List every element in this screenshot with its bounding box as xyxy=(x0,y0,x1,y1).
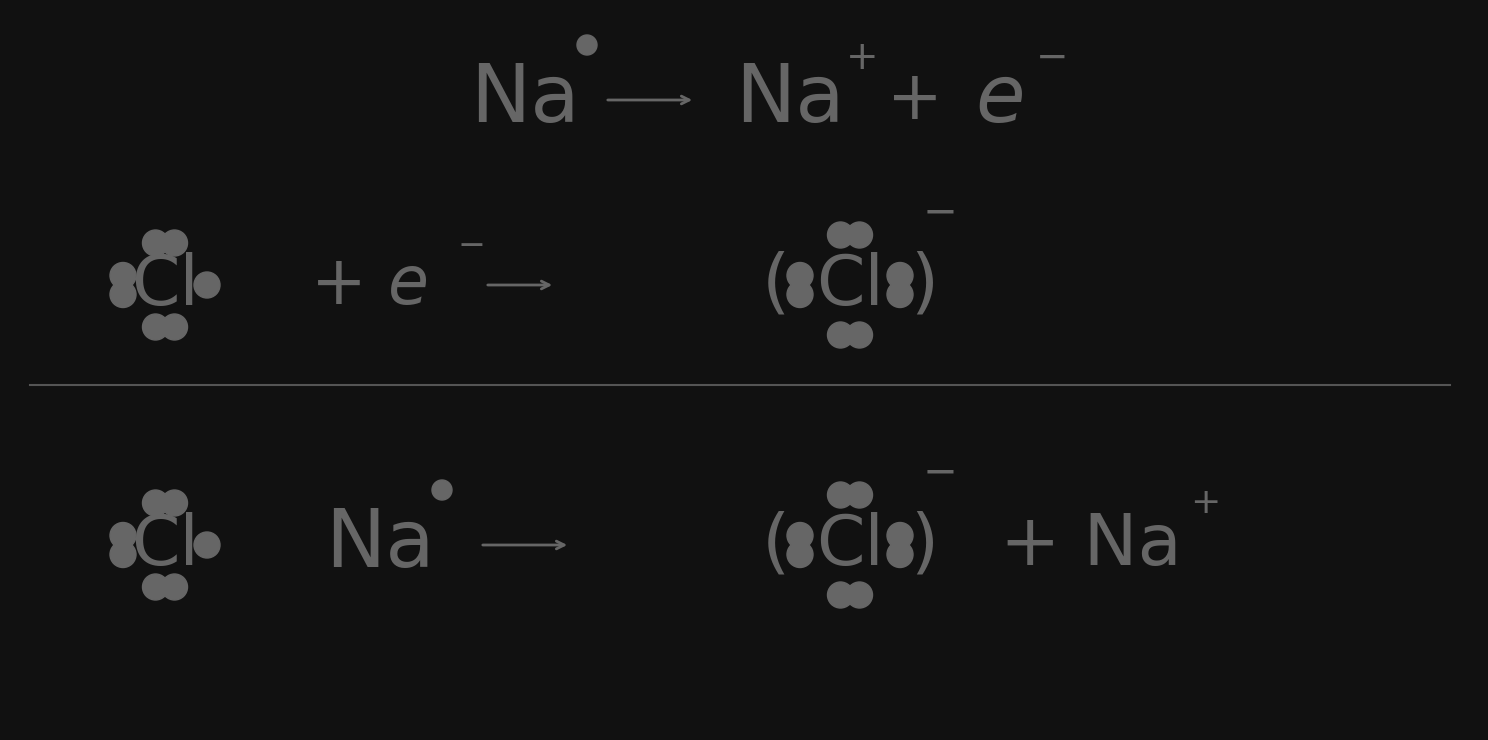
Text: Na: Na xyxy=(735,61,845,139)
Text: ): ) xyxy=(911,511,937,579)
Circle shape xyxy=(193,272,220,298)
Circle shape xyxy=(162,574,187,600)
Circle shape xyxy=(143,314,168,340)
Text: Na: Na xyxy=(470,61,580,139)
Text: (: ( xyxy=(762,511,790,579)
Circle shape xyxy=(827,582,854,608)
Circle shape xyxy=(432,480,452,500)
Text: Na: Na xyxy=(326,506,434,584)
Text: −: − xyxy=(1036,39,1068,77)
Circle shape xyxy=(787,522,812,548)
Circle shape xyxy=(162,314,187,340)
Circle shape xyxy=(110,263,135,289)
Circle shape xyxy=(887,281,914,308)
Text: Cl: Cl xyxy=(815,511,884,579)
Text: −: − xyxy=(923,452,957,494)
Circle shape xyxy=(110,522,135,548)
Circle shape xyxy=(847,482,872,508)
Text: ): ) xyxy=(911,251,937,320)
Text: +: + xyxy=(845,39,878,77)
Text: +: + xyxy=(1190,486,1220,520)
Circle shape xyxy=(110,281,135,308)
Circle shape xyxy=(143,574,168,600)
Text: + e: + e xyxy=(311,252,429,318)
Circle shape xyxy=(827,222,854,248)
Text: Cl: Cl xyxy=(131,252,199,318)
Circle shape xyxy=(577,35,597,55)
Circle shape xyxy=(887,522,914,548)
Text: +: + xyxy=(887,67,943,133)
Text: + Na: + Na xyxy=(1000,511,1181,579)
Circle shape xyxy=(847,582,872,608)
Circle shape xyxy=(887,263,914,289)
Circle shape xyxy=(110,542,135,568)
Circle shape xyxy=(847,222,872,248)
Circle shape xyxy=(827,322,854,348)
Circle shape xyxy=(787,263,812,289)
Circle shape xyxy=(847,322,872,348)
Text: −: − xyxy=(923,192,957,234)
Text: Cl: Cl xyxy=(131,511,199,579)
Circle shape xyxy=(887,542,914,568)
Text: −: − xyxy=(458,229,487,261)
Circle shape xyxy=(787,542,812,568)
Text: e: e xyxy=(975,61,1025,139)
Circle shape xyxy=(143,490,168,516)
Circle shape xyxy=(162,490,187,516)
Circle shape xyxy=(787,281,812,308)
Circle shape xyxy=(827,482,854,508)
Circle shape xyxy=(143,230,168,256)
Text: (: ( xyxy=(762,251,790,320)
Circle shape xyxy=(162,230,187,256)
Text: Cl: Cl xyxy=(815,252,884,318)
Circle shape xyxy=(193,532,220,558)
